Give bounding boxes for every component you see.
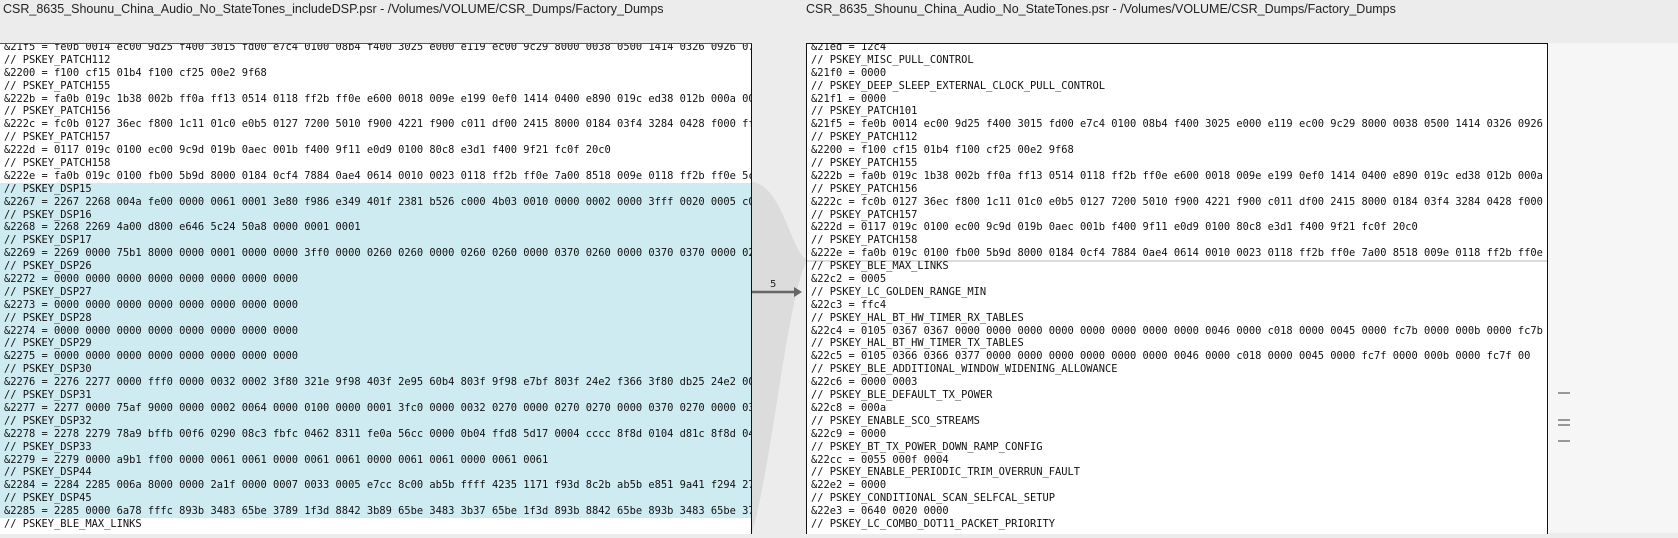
code-line: &22cc = 0055 000f 0004 <box>811 453 949 466</box>
code-line: // PSKEY_DSP27 <box>0 285 751 299</box>
diff-connector-shape <box>752 182 806 533</box>
code-line: &2285 = 2285 0000 6a78 fffc 893b 3483 65… <box>0 505 751 518</box>
code-line: &21f5 = fe0b 0014 ec00 9d25 f400 3015 fd… <box>811 118 1547 131</box>
code-line: // PSKEY_BLE_ADDITIONAL_WINDOW_WIDENING_… <box>811 363 1118 376</box>
diff-gutter[interactable]: 5 <box>752 43 806 533</box>
code-line: &22c8 = 000a <box>811 401 887 414</box>
code-line: // PSKEY_DSP16 <box>0 208 751 222</box>
code-line: &2274 = 0000 0000 0000 0000 0000 0000 00… <box>0 324 751 338</box>
left-file-pane[interactable]: &21f5 = fe0b 0014 ec00 9d25 f400 3015 fd… <box>0 43 752 534</box>
code-line: &22c5 = 0105 0366 0366 0377 0000 0000 00… <box>811 350 1531 363</box>
left-file-title: CSR_8635_Shounu_China_Audio_No_StateTone… <box>3 2 664 16</box>
code-line: // PSKEY_PATCH155 <box>811 157 918 170</box>
code-line: &2200 = f100 cf15 01b4 f100 cf25 00e2 9f… <box>811 144 1074 157</box>
code-line: &22c3 = ffc4 <box>811 298 887 311</box>
code-line: &2284 = 2284 2285 006a 8000 0000 2a1f 00… <box>0 479 751 493</box>
diff-number: 5 <box>770 279 776 290</box>
code-line: &22c4 = 0105 0367 0367 0000 0000 0000 00… <box>811 324 1547 337</box>
code-line: // PSKEY_BT_TX_POWER_DOWN_RAMP_CONFIG <box>811 440 1043 453</box>
diff-connector: 5 <box>752 182 806 533</box>
code-line: // PSKEY_PATCH157 <box>811 208 918 221</box>
right-arrow-icon[interactable] <box>752 287 802 297</box>
code-line: &222b = fa0b 019c 1b38 002b ff0a ff13 05… <box>811 169 1547 182</box>
code-line: &2275 = 0000 0000 0000 0000 0000 0000 00… <box>0 350 751 364</box>
code-line: // PSKEY_BLE_DEFAULT_TX_POWER <box>811 389 993 402</box>
code-line: // PSKEY_DSP44 <box>0 466 751 480</box>
code-line: &22c2 = 0005 <box>811 273 887 286</box>
code-line: // PSKEY_BLE_MAX_LINKS <box>4 517 142 530</box>
code-line: &21ed = 12c4 <box>811 43 887 53</box>
right-file-title: CSR_8635_Shounu_China_Audio_No_StateTone… <box>806 2 1396 16</box>
code-line: // PSKEY_DSP30 <box>0 363 751 377</box>
code-line: // PSKEY_PATCH112 <box>811 131 918 144</box>
diff-overview-scrollbar[interactable] <box>1548 43 1678 533</box>
code-line: // PSKEY_ENABLE_SCO_STREAMS <box>811 414 980 427</box>
code-line: // PSKEY_HAL_BT_HW_TIMER_RX_TABLES <box>811 311 1024 324</box>
code-line: // PSKEY_DSP28 <box>0 311 751 325</box>
code-line: &222d = 0117 019c 0100 ec00 9c9d 019b 0a… <box>4 144 611 157</box>
code-line: // PSKEY_DSP26 <box>0 260 751 274</box>
code-line: // PSKEY_BLE_MAX_LINKS <box>807 260 1547 273</box>
code-line: // PSKEY_LC_GOLDEN_RANGE_MIN <box>811 285 987 298</box>
diff-marker[interactable] <box>1558 419 1570 421</box>
diff-marker[interactable] <box>1558 440 1570 442</box>
code-line: &21f5 = fe0b 0014 ec00 9d25 f400 3015 fd… <box>4 43 751 53</box>
code-line: // PSKEY_LC_COMBO_DOT11_PACKET_PRIORITY <box>811 517 1055 530</box>
code-line: &222d = 0117 019c 0100 ec00 9c9d 019b 0a… <box>811 221 1418 234</box>
code-line: &222c = fc0b 0127 36ec f800 1c11 01c0 e0… <box>811 195 1547 208</box>
code-line: &222e = fa0b 019c 0100 fb00 5b9d 8000 01… <box>4 169 751 182</box>
code-line: &22c6 = 0000 0003 <box>811 376 918 389</box>
code-line: &222b = fa0b 019c 1b38 002b ff0a ff13 05… <box>4 92 751 105</box>
code-line: // PSKEY_MISC_PULL_CONTROL <box>811 53 974 66</box>
code-line: // PSKEY_CONDITIONAL_SCAN_SELFCAL_SETUP <box>811 492 1055 505</box>
code-line: &2269 = 2269 0000 75b1 8000 0000 0001 00… <box>0 247 751 261</box>
code-line: // PSKEY_DSP29 <box>0 337 751 351</box>
code-line: &22e2 = 0000 <box>811 479 887 492</box>
code-line: &2272 = 0000 0000 0000 0000 0000 0000 00… <box>0 273 751 286</box>
code-line: // PSKEY_DEEP_SLEEP_EXTERNAL_CLOCK_PULL_… <box>811 79 1106 92</box>
code-line: &2273 = 0000 0000 0000 0000 0000 0000 00… <box>0 298 751 312</box>
right-file-lines: &21ed = 12c4// PSKEY_MISC_PULL_CONTROL &2… <box>807 43 1547 531</box>
code-line: &21f1 = 0000 <box>811 92 887 105</box>
code-line: // PSKEY_DSP15 <box>0 182 751 196</box>
code-line: &2200 = f100 cf15 01b4 f100 cf25 00e2 9f… <box>4 66 267 79</box>
code-line: // PSKEY_DSP17 <box>0 234 751 248</box>
code-line: // PSKEY_PATCH158 <box>811 234 918 247</box>
code-line: // PSKEY_DSP32 <box>0 414 751 428</box>
code-line: &22c9 = 0000 <box>811 427 887 440</box>
right-file-pane[interactable]: &21ed = 12c4// PSKEY_MISC_PULL_CONTROL &2… <box>806 43 1548 534</box>
code-line: &2276 = 2276 2277 0000 fff0 0000 0032 00… <box>0 376 751 390</box>
left-file-lines: &21f5 = fe0b 0014 ec00 9d25 f400 3015 fd… <box>0 43 751 531</box>
code-line: // PSKEY_PATCH112 <box>4 53 111 66</box>
code-line: &22e3 = 0640 0020 0000 <box>811 505 949 518</box>
code-line: &2268 = 2268 2269 4a00 d800 e646 5c24 50… <box>0 221 751 235</box>
diff-marker[interactable] <box>1558 392 1570 394</box>
code-line: // PSKEY_DSP31 <box>0 389 751 402</box>
code-line: &2267 = 2267 2268 004a fe00 0000 0061 00… <box>0 195 751 209</box>
code-line: &222e = fa0b 019c 0100 fb00 5b9d 8000 01… <box>811 247 1547 260</box>
code-line: &2279 = 2279 0000 a9b1 ff00 0000 0061 00… <box>0 453 751 467</box>
code-line: // PSKEY_PATCH156 <box>4 105 111 118</box>
code-line: // PSKEY_HAL_BT_HW_TIMER_TX_TABLES <box>811 337 1024 350</box>
diff-marker[interactable] <box>1558 424 1570 426</box>
code-line: // PSKEY_DSP45 <box>0 492 751 506</box>
code-line: // PSKEY_PATCH101 <box>811 105 918 118</box>
code-line: // PSKEY_PATCH156 <box>811 182 918 195</box>
code-line: // PSKEY_PATCH158 <box>4 157 111 170</box>
code-line: &2278 = 2278 2279 78a9 bffb 00f6 0290 08… <box>0 427 751 441</box>
code-line: // PSKEY_ENABLE_PERIODIC_TRIM_OVERRUN_FA… <box>811 466 1080 479</box>
code-line: // PSKEY_PATCH155 <box>4 79 111 92</box>
code-line: // PSKEY_DSP33 <box>0 440 751 454</box>
code-line: &21f0 = 0000 <box>811 66 887 79</box>
code-line: &222c = fc0b 0127 36ec f800 1c11 01c0 e0… <box>4 118 751 131</box>
code-line: // PSKEY_PATCH157 <box>4 131 111 144</box>
code-line: &2277 = 2277 0000 75af 9000 0000 0002 00… <box>0 401 751 415</box>
